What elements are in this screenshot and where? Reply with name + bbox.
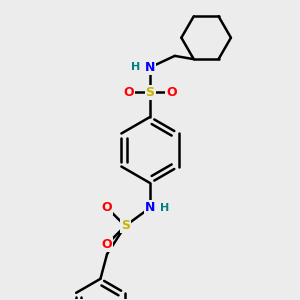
Text: N: N xyxy=(145,61,155,74)
Text: H: H xyxy=(160,203,170,213)
Text: O: O xyxy=(166,86,177,99)
Text: N: N xyxy=(145,201,155,214)
Text: H: H xyxy=(130,62,140,72)
Text: O: O xyxy=(102,238,112,250)
Text: O: O xyxy=(102,201,112,214)
Text: S: S xyxy=(121,220,130,232)
Text: S: S xyxy=(146,86,154,99)
Text: O: O xyxy=(123,86,134,99)
